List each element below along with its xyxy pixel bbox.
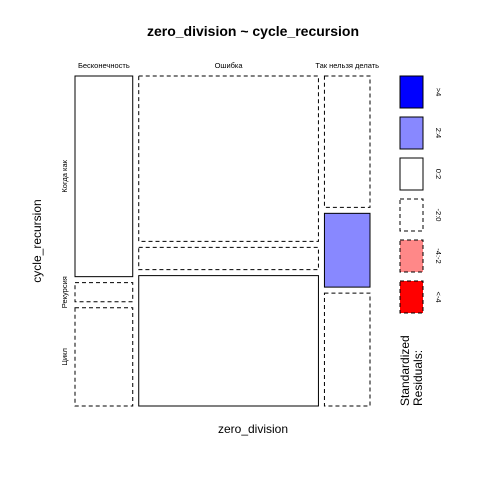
- mosaic-cell: [323, 212, 371, 288]
- legend-label: -2:0: [434, 209, 443, 222]
- legend-label: 2:4: [434, 128, 443, 138]
- x-category-labels: Бесконечность Ошибка Так нельзя делать: [78, 61, 379, 70]
- mosaic-cell: [323, 292, 371, 407]
- mosaic-cell: [74, 307, 134, 407]
- mosaic-cell: [138, 275, 319, 407]
- mosaic-cells: [74, 75, 371, 407]
- mosaic-cell: [138, 246, 319, 271]
- legend-swatch: [399, 75, 424, 109]
- y-category-labels: Когда как Рекурсия Цикл: [60, 159, 69, 365]
- mosaic-cell: [138, 75, 319, 242]
- legend-label: <-4: [434, 291, 443, 302]
- chart-title: zero_division ~ cycle_recursion: [147, 23, 359, 39]
- x-category-label: Так нельзя делать: [315, 61, 379, 70]
- legend-swatch: [399, 280, 424, 314]
- x-category-label: Ошибка: [215, 61, 244, 70]
- y-category-label: Когда как: [60, 159, 69, 192]
- x-axis-label: zero_division: [218, 422, 288, 436]
- legend-label: -4:-2: [434, 248, 443, 263]
- x-category-label: Бесконечность: [78, 61, 130, 70]
- mosaic-cell: [74, 282, 134, 303]
- legend-swatch: [399, 239, 424, 273]
- legend-label: 0:2: [434, 169, 443, 179]
- y-category-label: Цикл: [60, 348, 69, 365]
- mosaic-cell: [74, 75, 134, 278]
- residual-legend: >4 2:4 0:2 -2:0 -4:-2 <-4 Standardized Residual…: [398, 75, 443, 406]
- y-axis-label: cycle_recursion: [30, 199, 44, 282]
- legend-title: Standardized: [398, 335, 412, 406]
- legend-title: Residuals:: [411, 350, 425, 406]
- legend-swatch: [399, 157, 424, 191]
- mosaic-cell: [323, 75, 371, 208]
- legend-swatch: [399, 116, 424, 150]
- y-category-label: Рекурсия: [60, 276, 69, 308]
- legend-label: >4: [434, 88, 443, 97]
- legend-swatch: [399, 198, 424, 232]
